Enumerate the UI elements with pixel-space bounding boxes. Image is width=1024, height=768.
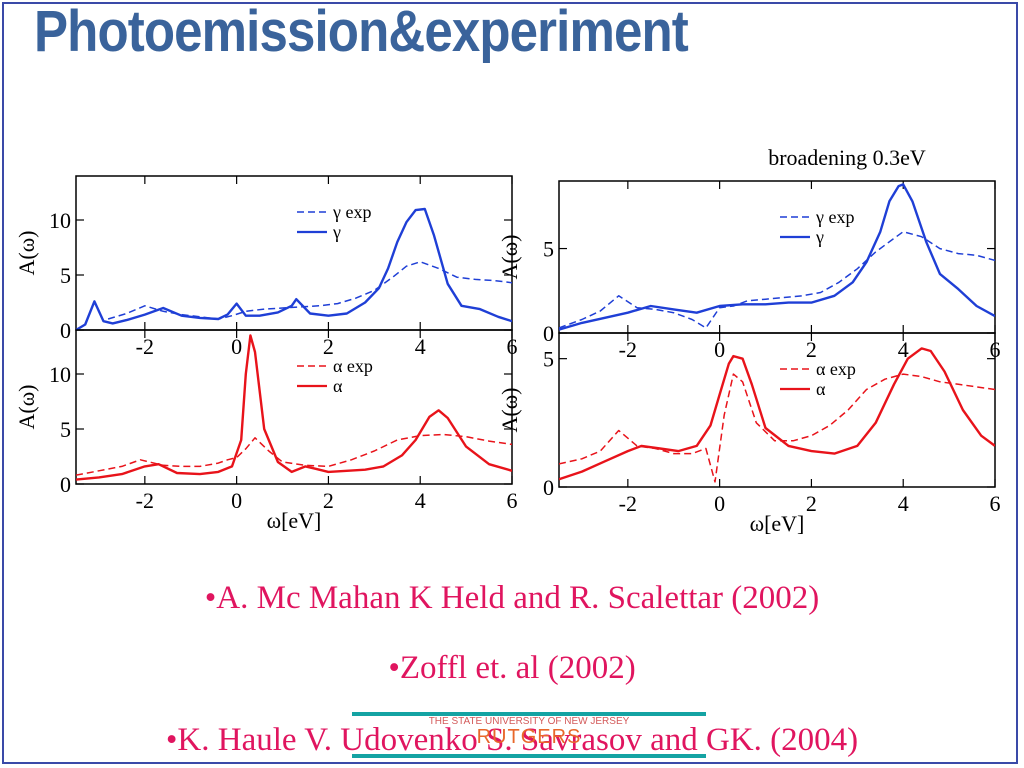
x-axis-label: ω[eV] — [267, 508, 322, 533]
x-tick-label: 2 — [806, 491, 817, 516]
x-tick-label: -2 — [136, 488, 154, 513]
logo-tagline: THE STATE UNIVERSITY OF NEW JERSEY — [428, 716, 630, 727]
x-tick-label: 6 — [990, 491, 1001, 516]
legend-label: α — [333, 376, 343, 396]
y-axis-label: A(ω) — [497, 387, 522, 432]
chart-title: broadening 0.3eV — [768, 145, 926, 170]
legend-label: α exp — [333, 356, 373, 376]
series-line-theory — [559, 183, 995, 331]
y-tick-label: 5 — [543, 237, 554, 262]
y-tick-label: 0 — [543, 321, 554, 346]
rutgers-logo: THE STATE UNIVERSITY OF NEW JERSEY RUTGE… — [352, 712, 706, 758]
series-line-theory — [76, 334, 512, 481]
x-tick-label: -2 — [136, 334, 154, 359]
x-tick-label: 0 — [714, 491, 725, 516]
reference-3: •K. Haule V. Udovenko S. Savrasov and GK… — [165, 722, 859, 758]
legend-label: γ exp — [815, 207, 854, 227]
y-tick-label: 0 — [543, 475, 554, 500]
x-tick-label: -2 — [619, 337, 637, 362]
x-tick-label: 4 — [415, 488, 426, 513]
legend-label: γ — [815, 227, 824, 247]
y-tick-label: 0 — [60, 318, 71, 343]
y-axis-label: A(ω) — [14, 384, 39, 429]
x-tick-label: 4 — [415, 334, 426, 359]
series-line-exp — [76, 433, 512, 476]
x-tick-label: 2 — [323, 334, 334, 359]
y-tick-label: 0 — [60, 472, 71, 497]
plot-frame — [558, 180, 996, 334]
series-line-theory — [559, 347, 995, 481]
x-tick-label: 6 — [507, 488, 518, 513]
legend-label: γ exp — [332, 202, 371, 222]
legend-label: γ — [332, 222, 341, 242]
x-tick-label: 0 — [231, 488, 242, 513]
logo-bottom-bar — [352, 754, 706, 758]
reference-2: •Zoffl et. al (2002) — [388, 650, 636, 686]
x-tick-label: 2 — [806, 337, 817, 362]
reference-1: •A. Mc Mahan K Held and R. Scalettar (20… — [204, 580, 820, 616]
logo-name: RUTGERS — [476, 726, 582, 748]
slide-title: Photoemission&experiment — [34, 0, 689, 64]
x-axis-label: ω[eV] — [750, 511, 805, 536]
x-tick-label: 0 — [231, 334, 242, 359]
y-tick-label: 10 — [49, 208, 71, 233]
plot-frame — [558, 332, 996, 488]
y-axis-label: A(ω) — [14, 230, 39, 275]
y-tick-label: 5 — [60, 263, 71, 288]
x-tick-label: -2 — [619, 491, 637, 516]
legend-label: α — [816, 379, 826, 399]
x-tick-label: 4 — [898, 337, 909, 362]
logo-top-bar — [352, 712, 706, 716]
plot-frame — [75, 329, 513, 485]
series-line-theory — [76, 207, 512, 330]
x-tick-label: 0 — [714, 337, 725, 362]
y-tick-label: 5 — [543, 347, 554, 372]
x-tick-label: 4 — [898, 491, 909, 516]
legend-label: α exp — [816, 359, 856, 379]
y-tick-label: 5 — [60, 417, 71, 442]
y-axis-label: A(ω) — [497, 234, 522, 279]
x-tick-label: 2 — [323, 488, 334, 513]
y-tick-label: 10 — [49, 362, 71, 387]
series-line-exp — [559, 373, 995, 483]
